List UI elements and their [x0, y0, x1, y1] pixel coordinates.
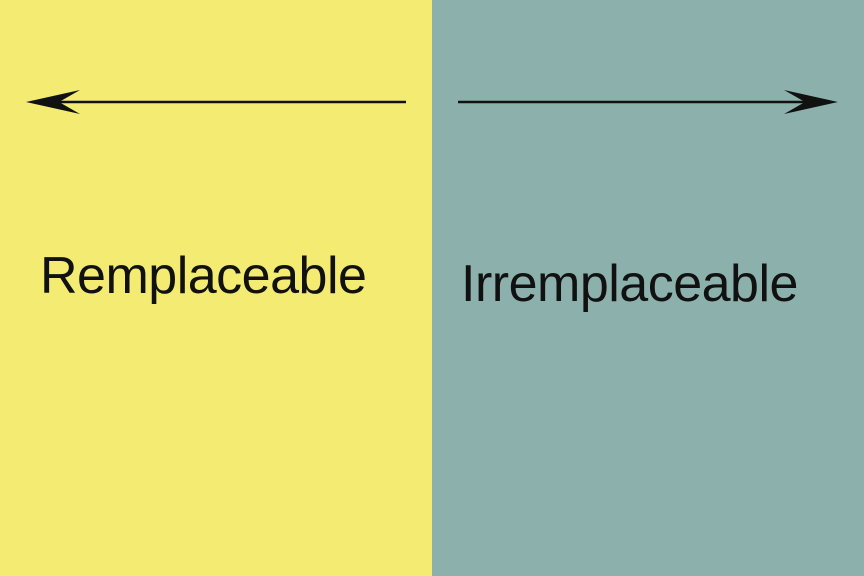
replaceable-label: Remplaceable — [40, 247, 367, 305]
irreplaceable-label: Irremplaceable — [461, 255, 798, 313]
